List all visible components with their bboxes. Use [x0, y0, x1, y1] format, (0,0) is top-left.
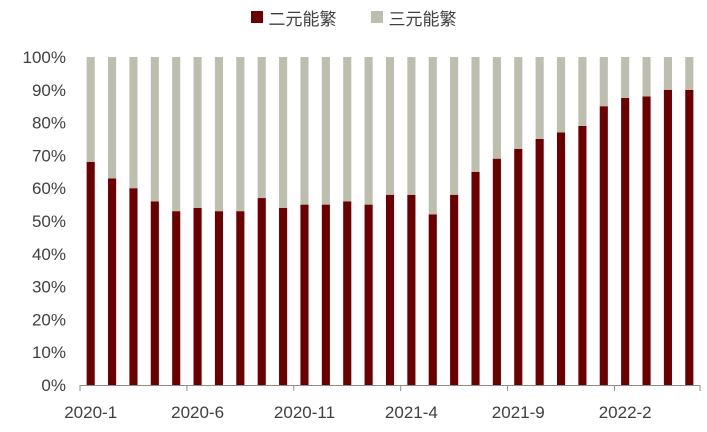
y-tick-label: 70%	[32, 146, 66, 165]
legend-label-series-1: 三元能繁	[388, 9, 457, 30]
bar-series-0	[578, 125, 587, 385]
x-tick-label: 2021-4	[385, 403, 438, 422]
bar-series-1	[108, 57, 117, 179]
bar-series-0	[343, 201, 352, 385]
bar-series-1	[236, 57, 245, 212]
bar-series-0	[535, 139, 544, 385]
legend: 二元能繁 三元能繁	[0, 4, 707, 30]
legend-item-series-0: 二元能繁	[250, 5, 337, 30]
bar-series-0	[214, 211, 224, 385]
legend-swatch-series-1	[370, 11, 383, 23]
bar-series-0	[257, 198, 266, 385]
y-tick-label: 50%	[32, 212, 66, 231]
bar-series-1	[193, 57, 202, 208]
bar-series-1	[150, 57, 159, 202]
bar-series-0	[599, 106, 608, 385]
y-tick-label: 0%	[41, 376, 66, 395]
bar-series-0	[492, 158, 501, 385]
bar-series-0	[407, 194, 416, 385]
legend-swatch-series-0	[250, 11, 263, 23]
bar-series-0	[621, 98, 630, 385]
bar-series-0	[428, 214, 437, 385]
y-tick-label: 60%	[32, 179, 66, 198]
legend-label-series-0: 二元能繁	[268, 9, 337, 30]
bar-series-1	[450, 57, 459, 195]
bar-series-1	[321, 57, 330, 205]
bar-series-1	[300, 57, 309, 205]
bar-series-0	[108, 178, 117, 385]
bar-series-1	[343, 57, 352, 202]
bar-series-0	[172, 211, 181, 385]
y-tick-label: 30%	[32, 278, 66, 297]
y-tick-label: 20%	[32, 310, 66, 329]
bar-series-1	[407, 57, 416, 195]
bar-series-0	[279, 207, 288, 385]
bar-series-0	[129, 188, 138, 385]
bar-series-1	[642, 57, 651, 97]
bar-series-0	[685, 89, 694, 386]
bar-series-0	[450, 194, 459, 385]
bar-series-1	[364, 57, 373, 205]
bar-series-1	[556, 57, 566, 133]
bar-series-1	[621, 57, 630, 98]
bar-series-1	[492, 57, 501, 159]
bar-series-0	[86, 161, 95, 385]
y-tick-label: 100%	[23, 48, 66, 67]
bar-series-1	[578, 57, 587, 126]
x-tick-label: 2020-6	[171, 403, 224, 422]
bar-series-0	[364, 204, 373, 385]
y-tick-label: 10%	[32, 343, 66, 362]
bar-series-1	[257, 57, 266, 199]
bar-series-0	[321, 204, 330, 385]
bar-series-0	[385, 194, 395, 385]
bar-series-0	[193, 207, 202, 385]
bar-series-0	[514, 148, 523, 385]
bar-series-1	[385, 57, 395, 195]
x-tick-label: 2020-11	[274, 403, 335, 422]
bar-series-1	[663, 57, 672, 90]
y-tick-label: 40%	[32, 245, 66, 264]
bar-series-1	[535, 57, 544, 139]
legend-item-series-1: 三元能繁	[370, 5, 457, 30]
bar-series-0	[236, 211, 245, 385]
bar-series-1	[471, 57, 480, 172]
bar-series-0	[642, 96, 651, 386]
bar-series-1	[514, 57, 523, 149]
x-tick-label: 2022-2	[599, 403, 652, 422]
y-tick-label: 80%	[32, 114, 66, 133]
bar-series-1	[172, 57, 181, 212]
y-tick-label: 90%	[32, 81, 66, 100]
bar-series-0	[663, 89, 672, 386]
bar-series-1	[129, 57, 138, 189]
bar-series-1	[214, 57, 224, 212]
bar-series-0	[150, 201, 159, 385]
bar-series-0	[556, 132, 566, 385]
bar-series-0	[300, 204, 309, 385]
bar-series-1	[599, 57, 608, 107]
bar-series-1	[279, 57, 288, 208]
bar-series-1	[86, 57, 95, 162]
x-tick-label: 2021-9	[492, 403, 545, 422]
bar-series-1	[428, 57, 437, 215]
x-tick-label: 2020-1	[64, 403, 117, 422]
bar-series-0	[471, 171, 480, 385]
bar-series-1	[685, 57, 694, 90]
